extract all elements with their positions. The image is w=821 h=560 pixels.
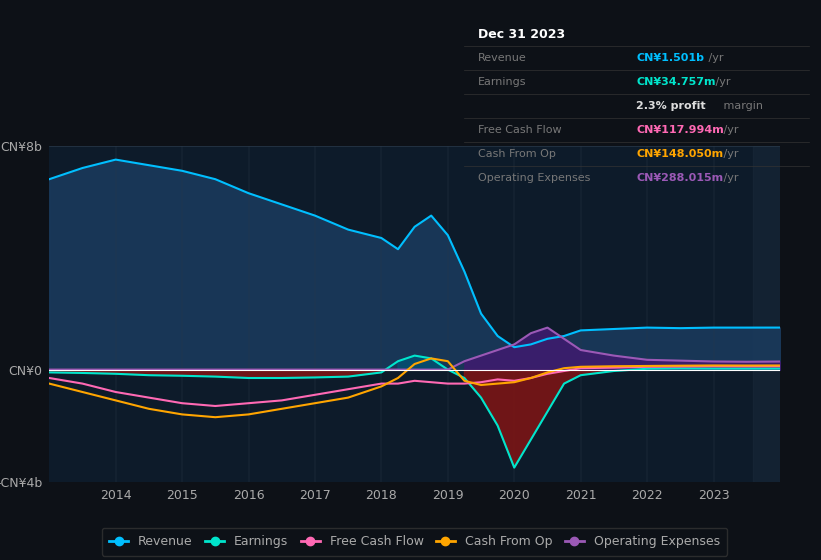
Text: Free Cash Flow: Free Cash Flow (478, 125, 562, 136)
Text: /yr: /yr (720, 125, 738, 136)
Text: CN¥117.994m: CN¥117.994m (636, 125, 724, 136)
Text: /yr: /yr (720, 150, 738, 160)
Text: Cash From Op: Cash From Op (478, 150, 556, 160)
Text: /yr: /yr (704, 53, 723, 63)
Text: Operating Expenses: Operating Expenses (478, 174, 590, 184)
Text: CN¥148.050m: CN¥148.050m (636, 150, 723, 160)
Text: CN¥1.501b: CN¥1.501b (636, 53, 704, 63)
Text: Earnings: Earnings (478, 77, 526, 87)
Text: Revenue: Revenue (478, 53, 526, 63)
Text: margin: margin (720, 101, 763, 111)
Text: /yr: /yr (720, 174, 738, 184)
Text: Dec 31 2023: Dec 31 2023 (478, 28, 565, 41)
Legend: Revenue, Earnings, Free Cash Flow, Cash From Op, Operating Expenses: Revenue, Earnings, Free Cash Flow, Cash … (102, 528, 727, 556)
Bar (754, 146, 780, 482)
Text: 2.3% profit: 2.3% profit (636, 101, 706, 111)
Text: CN¥288.015m: CN¥288.015m (636, 174, 723, 184)
Text: CN¥34.757m: CN¥34.757m (636, 77, 716, 87)
Text: /yr: /yr (712, 77, 731, 87)
